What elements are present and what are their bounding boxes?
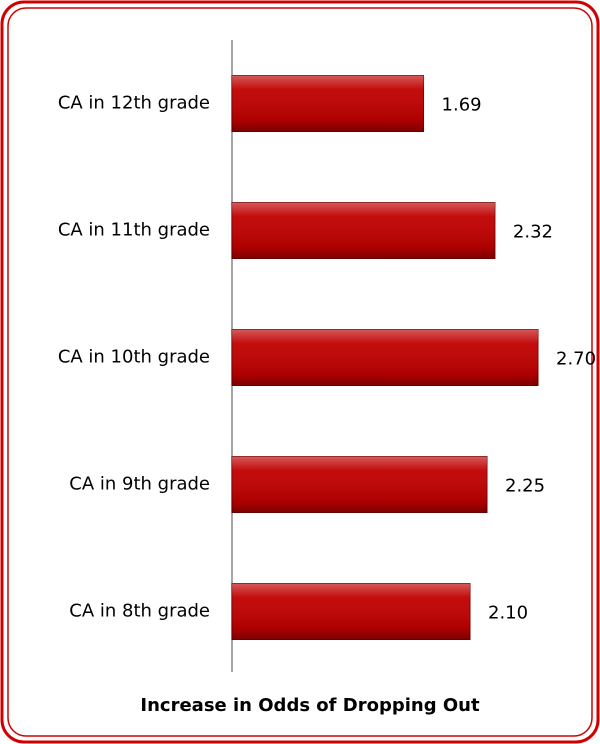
y-tick-label: CA in 9th grade <box>69 474 210 495</box>
bar <box>231 456 488 513</box>
value-label: 1.69 <box>442 95 482 116</box>
bar <box>231 329 539 386</box>
y-tick-label: CA in 12th grade <box>58 93 210 114</box>
bar <box>231 583 471 640</box>
bar <box>231 75 425 132</box>
y-tick-label: CA in 10th grade <box>58 347 210 368</box>
y-tick-label: CA in 11th grade <box>58 220 210 241</box>
value-label: 2.70 <box>556 349 596 370</box>
x-axis-title: Increase in Odds of Dropping Out <box>140 695 480 716</box>
value-label: 2.10 <box>488 603 528 624</box>
value-label: 2.32 <box>513 222 553 243</box>
y-tick-label: CA in 8th grade <box>69 601 210 622</box>
frame-inner <box>7 7 593 737</box>
value-label: 2.25 <box>505 476 545 497</box>
bar <box>231 202 496 259</box>
